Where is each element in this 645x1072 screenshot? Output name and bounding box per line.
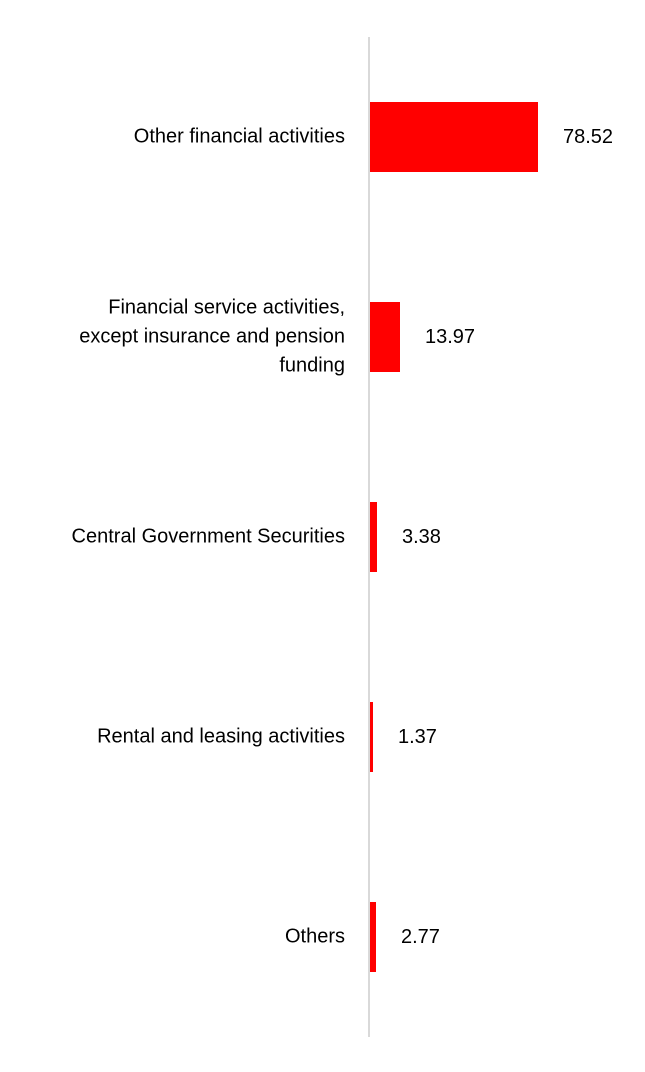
- value-label: 78.52: [563, 126, 614, 148]
- bar: [370, 502, 378, 572]
- category-label: Central Government Securities: [71, 525, 345, 548]
- chart-row: Rental and leasing activities 1.37: [0, 637, 645, 837]
- value-label: 1.37: [398, 726, 437, 748]
- value-label: 2.77: [401, 926, 440, 948]
- chart-row: Financial service activities, except ins…: [0, 237, 645, 437]
- value-label: 3.38: [402, 526, 441, 548]
- chart-row: Others 2.77: [0, 837, 645, 1037]
- category-axis-line: [368, 37, 370, 1037]
- bar: [370, 302, 400, 372]
- bar: [370, 902, 376, 972]
- category-label: Other financial activities: [133, 125, 345, 148]
- chart-row: Other financial activities 78.52: [0, 37, 645, 237]
- category-label: Rental and leasing activities: [97, 725, 345, 748]
- value-label: 13.97: [425, 326, 476, 348]
- bar: [370, 102, 538, 172]
- category-label: Financial service activities, except ins…: [79, 296, 345, 377]
- chart-row: Central Government Securities 3.38: [0, 437, 645, 637]
- category-label: Others: [284, 925, 345, 948]
- bar: [370, 702, 373, 772]
